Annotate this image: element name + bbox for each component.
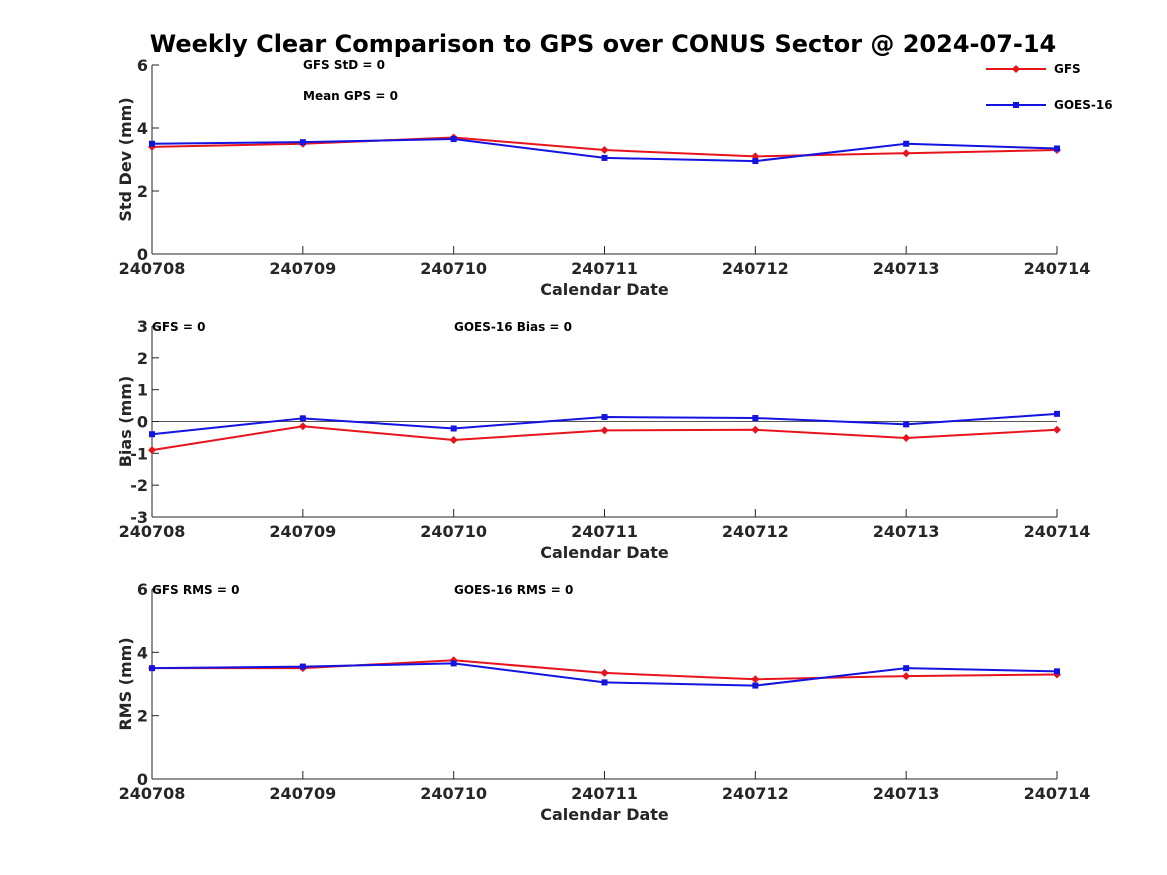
legend: GFS GOES-16 [986, 62, 1113, 112]
legend-marker [1012, 65, 1020, 73]
legend-label: GOES-16 [1054, 98, 1113, 112]
y-tick-label: 2 [137, 349, 148, 368]
data-point [902, 672, 911, 681]
x-tick-label: 240713 [873, 784, 940, 803]
data-point [600, 146, 609, 155]
x-tick-label: 240713 [873, 522, 940, 541]
y-axis-label: Bias (mm) [116, 376, 135, 468]
x-tick-label: 240711 [571, 259, 638, 278]
y-tick-label: 2 [137, 707, 148, 726]
stat-annotation: GOES-16 Bias = 0 [454, 320, 572, 334]
data-point [601, 679, 608, 686]
y-tick-label: 2 [137, 182, 148, 201]
stat-annotation: GFS = 0 [152, 320, 205, 334]
data-point [601, 414, 608, 421]
x-tick-label: 240708 [119, 522, 186, 541]
x-tick-label: 240709 [269, 522, 336, 541]
series-gfs [148, 422, 1061, 455]
y-axis-label: Std Dev (mm) [116, 97, 135, 221]
data-point [903, 140, 910, 147]
data-point [149, 665, 155, 672]
data-point [1054, 145, 1060, 152]
stat-annotation: GOES-16 RMS = 0 [454, 583, 573, 597]
data-point [902, 149, 911, 158]
x-tick-label: 240709 [269, 784, 336, 803]
data-point [1054, 410, 1060, 417]
x-tick-label: 240714 [1024, 259, 1091, 278]
data-point [752, 682, 759, 689]
x-axis-label: Calendar Date [540, 280, 669, 299]
panel-1: 0 2 4 6 240708 240709 240710 240711 240712 240713… [116, 56, 1090, 299]
y-tick-label: 3 [137, 317, 148, 336]
legend-item: GOES-16 [986, 98, 1113, 112]
data-point [752, 158, 759, 165]
series-goes-16 [149, 410, 1060, 438]
data-point [450, 425, 457, 432]
y-tick-label: 0 [137, 770, 148, 789]
y-tick-label: 6 [137, 580, 148, 599]
x-tick-label: 240708 [119, 784, 186, 803]
data-point [299, 415, 306, 422]
y-tick-label: 0 [137, 413, 148, 432]
x-tick-label: 240712 [722, 784, 789, 803]
y-tick-label: -3 [130, 508, 148, 527]
x-tick-label: 240708 [119, 259, 186, 278]
data-point [600, 668, 609, 677]
y-tick-label: 0 [137, 245, 148, 264]
data-point [149, 431, 155, 438]
x-tick-label: 240713 [873, 259, 940, 278]
y-tick-label: -1 [130, 444, 148, 463]
stat-annotation: GFS RMS = 0 [152, 583, 239, 597]
legend-item: GFS [986, 62, 1081, 76]
y-tick-label: 4 [137, 119, 148, 138]
data-point [149, 140, 155, 147]
data-point [148, 446, 156, 455]
x-tick-label: 240711 [571, 522, 638, 541]
data-point [903, 421, 910, 428]
panel-2: -3 -2 -1 0 1 2 3 240708 240709 240710 240711 240712… [116, 317, 1090, 562]
chart-title: Weekly Clear Comparison to GPS over CONU… [150, 30, 1057, 58]
stat-annotation: Mean GPS = 0 [303, 89, 398, 103]
data-point [601, 154, 608, 161]
data-point [449, 435, 458, 444]
data-point [751, 675, 760, 684]
y-tick-label: 4 [137, 643, 148, 662]
data-point [751, 425, 760, 434]
panel-3: 0 2 4 6 240708 240709 240710 240711 240712 240713… [116, 580, 1090, 824]
legend-label: GFS [1054, 62, 1081, 76]
data-point [299, 139, 306, 146]
data-point [1053, 425, 1061, 434]
series-gfs [148, 656, 1061, 684]
y-axis-label: RMS (mm) [116, 637, 135, 730]
x-axis-label: Calendar Date [540, 805, 669, 824]
y-tick-label: -2 [130, 476, 148, 495]
data-point [450, 136, 457, 143]
x-tick-label: 240710 [420, 259, 487, 278]
x-tick-label: 240712 [722, 522, 789, 541]
data-point [450, 660, 457, 667]
x-tick-label: 240714 [1024, 522, 1091, 541]
series-goes-16 [149, 660, 1060, 689]
legend-marker [1013, 102, 1019, 108]
y-tick-label: 1 [137, 381, 148, 400]
data-point [299, 663, 306, 670]
data-point [1054, 668, 1060, 675]
data-point [903, 665, 910, 672]
x-tick-label: 240710 [420, 784, 487, 803]
data-point [600, 426, 609, 435]
series-goes-16 [149, 136, 1060, 165]
stat-annotation: GFS StD = 0 [303, 58, 385, 72]
data-point [902, 434, 911, 443]
x-tick-label: 240710 [420, 522, 487, 541]
y-tick-label: 6 [137, 56, 148, 75]
x-tick-label: 240712 [722, 259, 789, 278]
panels: 0 2 4 6 240708 240709 240710 240711 240712 240713… [116, 56, 1090, 824]
x-axis-label: Calendar Date [540, 543, 669, 562]
x-tick-label: 240714 [1024, 784, 1091, 803]
data-point [298, 422, 307, 431]
x-tick-label: 240709 [269, 259, 336, 278]
data-point [752, 414, 759, 421]
x-tick-label: 240711 [571, 784, 638, 803]
